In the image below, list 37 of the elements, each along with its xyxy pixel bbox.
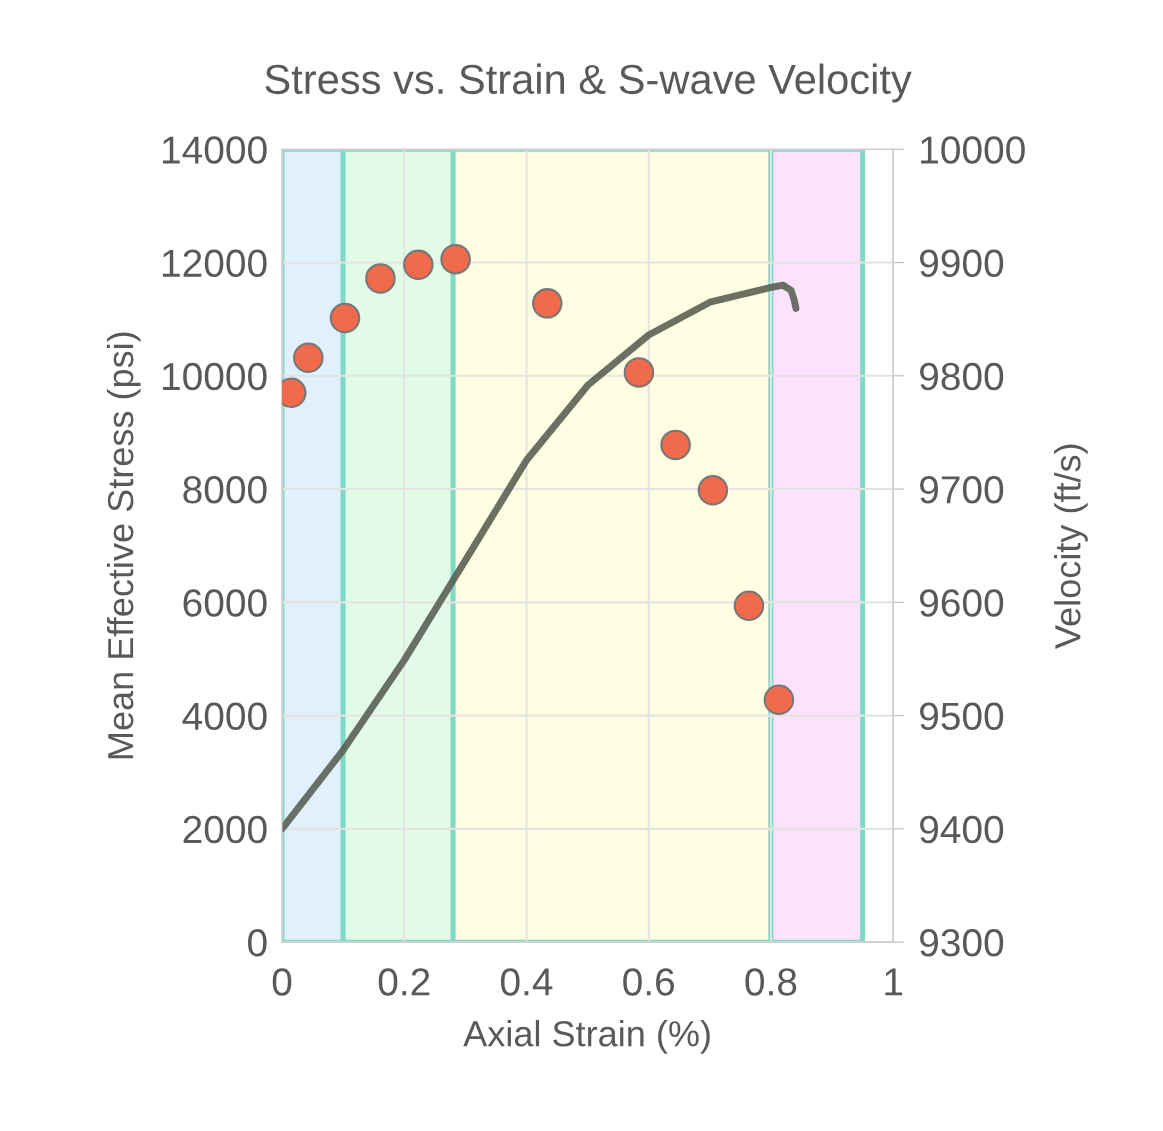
point: [403, 249, 434, 281]
y2-tick-label: 10000: [921, 136, 1025, 164]
y-tick-label: 8000: [183, 476, 267, 504]
point: [763, 684, 795, 716]
y-axis-title: Mean Effective Stress (psi): [106, 332, 141, 759]
point: [623, 357, 655, 388]
point: [660, 429, 691, 461]
point: [532, 288, 563, 319]
y2-tick-label: 9400: [920, 815, 1004, 844]
point: [293, 342, 324, 373]
y-tick-label: 6000: [183, 589, 267, 617]
y-tick-label: 2000: [183, 815, 267, 844]
y2-tick-label: 9300: [920, 929, 1004, 957]
y2-axis-title: Velocity (ft/s): [1054, 444, 1088, 649]
y2-tick-label: 9500: [920, 702, 1004, 731]
point: [733, 590, 765, 622]
x-tick-label: 0.2: [378, 968, 430, 996]
x-tick-label: 0.4: [500, 968, 553, 996]
x-axis-title: Axial Strain (%): [463, 1020, 710, 1054]
x-tick-label: 0.8: [745, 968, 797, 996]
point: [440, 243, 471, 275]
x-tick-label: 1: [885, 968, 903, 996]
point: [329, 302, 361, 334]
y-tick-label: 4000: [182, 702, 267, 731]
y2-tick-label: 9700: [920, 476, 1004, 504]
x-tick-label: 0.6: [623, 968, 675, 996]
y-tick-label: 10000: [162, 362, 267, 391]
y-tick-label: 12000: [162, 249, 267, 278]
chart-title: Stress vs. Strain & S-wave Velocity: [265, 63, 912, 103]
y2-tick-label: 9600: [920, 589, 1004, 617]
y-tick-label: 0: [248, 929, 267, 957]
x-tick-label: 0: [272, 968, 292, 996]
y2-tick-label: 9900: [920, 249, 1004, 278]
y-tick-label: 14000: [162, 136, 267, 164]
point: [697, 474, 729, 506]
y2-tick-label: 9800: [920, 362, 1004, 391]
point: [365, 263, 396, 294]
